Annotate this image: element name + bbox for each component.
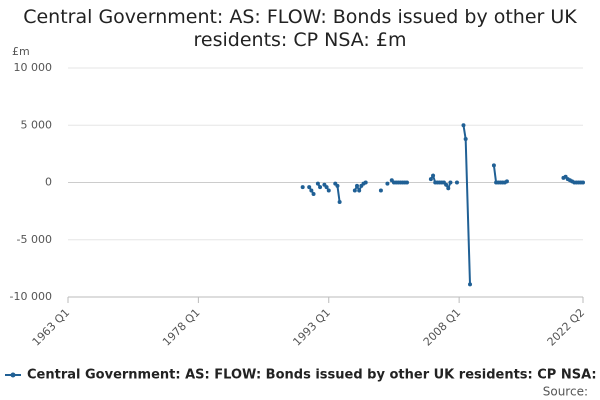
point xyxy=(446,186,451,191)
point xyxy=(448,180,453,185)
point xyxy=(428,177,433,182)
point xyxy=(461,123,466,128)
y-tick-label: -10 000 xyxy=(10,290,52,303)
y-tick-label: 10 000 xyxy=(14,61,53,74)
point xyxy=(431,173,436,178)
point xyxy=(324,185,329,190)
x-tick-label: 1993 Q1 xyxy=(290,306,333,349)
point xyxy=(378,188,383,193)
y-tick-label: -5 000 xyxy=(17,233,52,246)
legend-marker xyxy=(10,372,16,378)
point xyxy=(468,282,473,287)
point xyxy=(352,188,357,193)
point xyxy=(311,191,316,196)
point xyxy=(357,188,362,193)
point xyxy=(355,183,360,188)
y-tick-label: 0 xyxy=(45,176,52,189)
series-line xyxy=(308,125,583,285)
point xyxy=(318,185,323,190)
point xyxy=(335,183,340,188)
point xyxy=(581,180,585,185)
point xyxy=(385,181,390,186)
x-tick-label: 1978 Q1 xyxy=(160,306,203,349)
point xyxy=(300,185,305,190)
point xyxy=(315,181,320,186)
point xyxy=(404,180,409,185)
chart-title: Central Government: AS: FLOW: Bonds issu… xyxy=(23,6,577,51)
x-tick-label: 2008 Q1 xyxy=(421,306,464,349)
x-tick-label: 1963 Q1 xyxy=(30,306,73,349)
x-tick-label: 2022 Q2 xyxy=(545,306,588,349)
point xyxy=(444,182,449,187)
point xyxy=(504,179,509,184)
point xyxy=(309,188,314,193)
y-axis-label: £m xyxy=(12,45,30,58)
source: Source: xyxy=(543,385,588,399)
point xyxy=(326,188,331,193)
point xyxy=(307,185,312,190)
point xyxy=(337,199,342,204)
point xyxy=(491,163,496,168)
point xyxy=(463,136,468,141)
point xyxy=(454,180,459,185)
y-tick-label: 5 000 xyxy=(21,118,53,131)
point xyxy=(363,180,368,185)
legend-label: Central Government: AS: FLOW: Bonds issu… xyxy=(27,368,600,383)
